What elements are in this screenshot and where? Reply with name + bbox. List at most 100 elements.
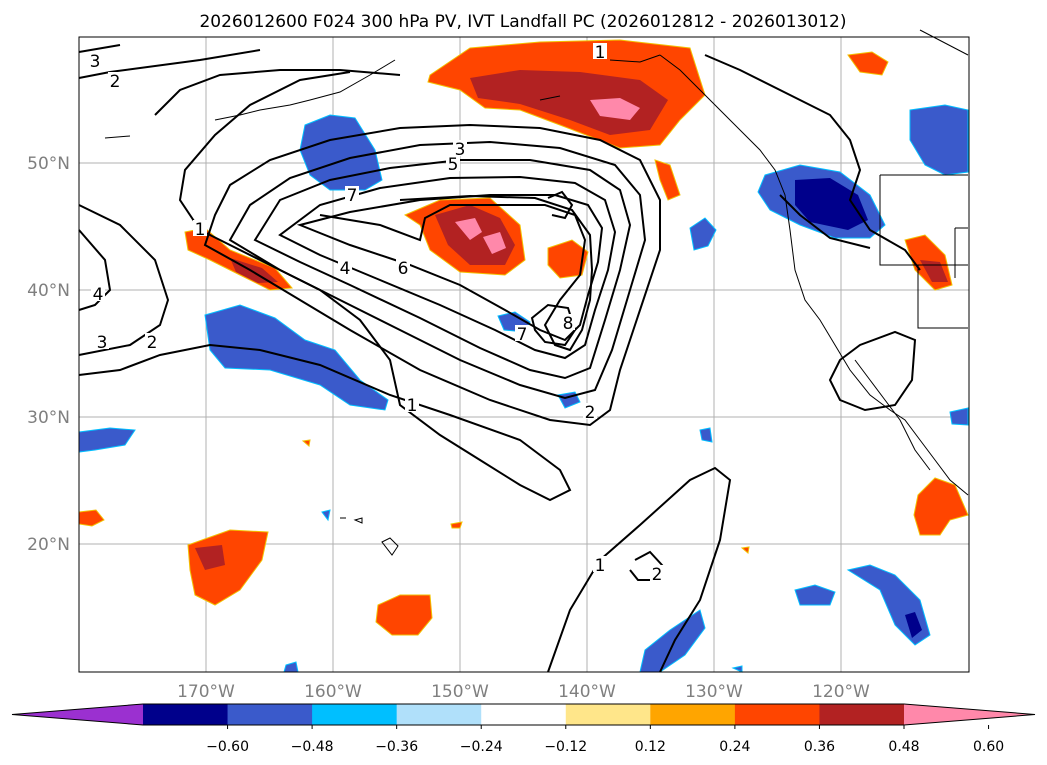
hawaii-islands: [104, 135, 399, 556]
map-panel: 3 2 1 4 3 2 1 7 6 5 3 4 8 7: [78, 29, 970, 673]
figure-title: 2026012600 F024 300 hPa PV, IVT Landfall…: [199, 12, 846, 32]
colorbar-tick-label: 0.36: [804, 739, 835, 755]
north-america-coast: [659, 54, 969, 496]
pv-contour-2-west: [78, 204, 170, 356]
colorbar-tick-label: 0.48: [888, 739, 919, 755]
colorbar-segment: [227, 704, 313, 725]
baja-california-coast: [854, 359, 931, 471]
lon-label-140w: 140°W: [558, 682, 616, 702]
lat-label-50n: 50°N: [27, 154, 70, 174]
contour-label: 8: [563, 314, 574, 334]
colorbar-segment: [312, 704, 398, 725]
ivt-region-east-pacific: [689, 217, 717, 251]
ivt-core-east-tropical: [905, 612, 922, 638]
lon-label-130w: 130°W: [685, 682, 743, 702]
ivt-region-baja: [913, 477, 969, 536]
contour-label: 2: [585, 403, 596, 423]
longitude-labels: 170°W 160°W 150°W 140°W 130°W 120°W: [177, 682, 870, 702]
lon-label-120w: 120°W: [812, 682, 870, 702]
ivt-core-pacific-northwest: [795, 178, 868, 230]
ivt-region-mexico-offshore: [794, 584, 836, 606]
pv-contours: [78, 44, 921, 673]
pv-contour-8: [530, 303, 577, 347]
colorbar-tick-label: 0.60: [973, 739, 1004, 755]
colorbar-segment: [565, 704, 651, 725]
colorbar-segment: [819, 704, 905, 725]
lon-label-150w: 150°W: [431, 682, 489, 702]
pv-contour-1-northeast: [779, 194, 871, 249]
colorbar-tick-label: −0.36: [375, 739, 418, 755]
colorbar-segment: [396, 704, 482, 725]
pv-contour-1-south: [547, 466, 732, 673]
pv-contour-4: [253, 159, 632, 380]
colorbar-tick-label: −0.24: [460, 739, 503, 755]
colorbar-segment: [650, 704, 736, 725]
pv-contour-2-north: [78, 49, 261, 79]
pv-contour-7-closed: [547, 190, 574, 220]
contour-label: 4: [340, 259, 351, 279]
pv-contour-3-west: [78, 229, 112, 311]
pv-contour-1: [78, 71, 572, 502]
colorbar: −0.60 −0.48 −0.36 −0.24 −0.12 0.12 0.24 0.36 0.4…: [11, 703, 1036, 755]
contour-label: 7: [347, 186, 358, 206]
ivt-region-south-hawaii: [375, 594, 433, 636]
lat-label-40n: 40°N: [27, 281, 70, 301]
contour-label: 7: [517, 325, 528, 345]
colorbar-tick-label: −0.12: [544, 739, 587, 755]
ivt-peak-gulf-of-alaska: [590, 98, 640, 120]
colorbar-tick-label: −0.60: [206, 739, 249, 755]
ivt-region-subtropical-west: [204, 304, 389, 411]
ivt-core-tropical-west: [195, 545, 225, 570]
ivt-core-gulf-of-alaska: [470, 70, 668, 135]
lon-label-160w: 160°W: [304, 682, 362, 702]
ivt-core-west-pacific: [230, 258, 278, 283]
ivt-region-rockies: [909, 104, 969, 176]
contour-label: 1: [595, 43, 606, 63]
ivt-region-small-cells-negative: [283, 391, 969, 673]
contour-label: 2: [147, 333, 158, 353]
state-borders: [879, 174, 968, 329]
ivt-region-subtropical-1: [547, 239, 589, 279]
alaska-aleutian-coast: [214, 54, 661, 121]
canada-coast: [919, 29, 969, 56]
contour-label: 2: [652, 565, 663, 585]
pv-contour-1-california: [828, 330, 917, 412]
contour-label: 1: [595, 556, 606, 576]
colorbar-tick-label: 0.12: [635, 739, 666, 755]
coastlines: [104, 29, 969, 556]
contour-label: 1: [195, 220, 206, 240]
contour-label: 4: [93, 285, 104, 305]
ivt-peak-central-pacific: [455, 218, 506, 254]
contour-label: 2: [110, 72, 121, 92]
ivt-negative-shading: [78, 104, 969, 673]
contour-label: 3: [90, 52, 101, 72]
ivt-region-small-cells: [301, 439, 750, 554]
lon-label-170w: 170°W: [177, 682, 235, 702]
colorbar-tick-label: 0.24: [719, 739, 750, 755]
ivt-region-northwest-coast: [654, 159, 681, 201]
colorbar-extend-low: [12, 704, 143, 725]
colorbar-segment: [481, 704, 567, 725]
colorbar-segment: [734, 704, 820, 725]
colorbar-ticks: −0.60 −0.48 −0.36 −0.24 −0.12 0.12 0.24 0.36 0.4…: [206, 725, 1004, 755]
colorbar-segment: [143, 704, 229, 725]
contour-label: 6: [398, 259, 409, 279]
ivt-region-british-columbia: [847, 51, 889, 76]
colorbar-segments: [12, 704, 1035, 725]
pv-contour-1-north: [154, 69, 401, 116]
colorbar-outline: [11, 703, 1036, 726]
contour-label: 3: [455, 140, 466, 160]
contour-label: 3: [97, 333, 108, 353]
contour-label: 5: [448, 155, 459, 175]
colorbar-extend-high: [904, 704, 1035, 725]
pv-contour-2: [203, 123, 661, 427]
pv-contour-3: [228, 140, 647, 400]
colorbar-tick-label: −0.48: [291, 739, 334, 755]
contour-label: 1: [407, 396, 418, 416]
pv-contour-7: [319, 194, 594, 352]
latitude-labels: 50°N 40°N 30°N 20°N: [27, 154, 70, 555]
pv-contour-3-north: [78, 44, 121, 53]
ivt-positive-shading: [78, 39, 969, 636]
lat-label-30n: 30°N: [27, 408, 70, 428]
